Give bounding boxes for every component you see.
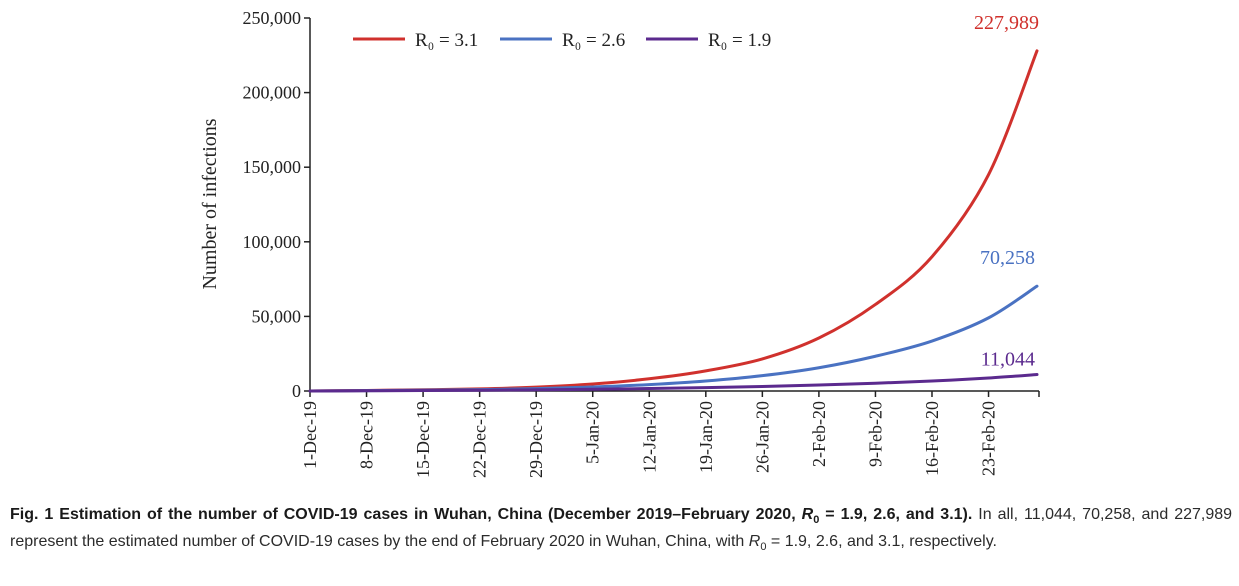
- caption-title-r: R: [801, 506, 814, 523]
- x-axis: 1-Dec-19 8-Dec-19 15-Dec-19 22-Dec-19 29-Dec…: [300, 390, 1040, 478]
- caption-title-sub: 0: [813, 514, 820, 527]
- caption-body-1: In all, 11,044, 70,258, and 227,989 repr…: [10, 506, 1233, 551]
- y-tick-label: 150,000: [243, 157, 302, 177]
- legend: R₀ = 3.1 R₀ = 2.6 R₀ = 1.9: [353, 30, 771, 51]
- y-tick-label: 250,000: [243, 8, 302, 28]
- y-axis: 0 50,000 100,000 150,000 200,000 250,000: [243, 8, 311, 401]
- series-end-label: 11,044: [981, 349, 1035, 371]
- x-tick-label: 29-Dec-19: [526, 401, 546, 478]
- x-tick-label: 19-Jan-20: [696, 401, 716, 473]
- caption-body-r: R: [748, 533, 761, 551]
- y-axis-label: Number of infections: [199, 118, 221, 289]
- series-line: [308, 373, 1039, 393]
- x-tick-label: 1-Dec-19: [300, 401, 320, 469]
- y-tick-label: 0: [292, 381, 301, 401]
- series-end-label: 70,258: [980, 247, 1035, 269]
- y-tick-label: 50,000: [252, 306, 302, 326]
- x-tick-label: 8-Dec-19: [357, 401, 377, 469]
- x-tick-label: 5-Jan-20: [583, 401, 603, 464]
- series-end-label: 227,989: [974, 12, 1039, 34]
- x-tick-label: 2-Feb-20: [809, 401, 829, 467]
- caption-body-2: = 1.9, 2.6, and 3.1, respectively.: [766, 533, 997, 551]
- x-tick-label: 26-Jan-20: [752, 401, 772, 473]
- x-tick-label: 23-Feb-20: [979, 401, 999, 476]
- legend-label: R₀ = 2.6: [562, 30, 625, 51]
- legend-label: R₀ = 1.9: [708, 30, 771, 51]
- infections-line-chart: 0 50,000 100,000 150,000 200,000 250,000 1-De…: [199, 8, 1040, 478]
- x-tick-label: 22-Dec-19: [470, 401, 490, 478]
- y-tick-label: 100,000: [243, 232, 302, 252]
- x-tick-label: 12-Jan-20: [639, 401, 659, 473]
- series-lines: [308, 49, 1039, 393]
- x-tick-label: 16-Feb-20: [922, 401, 942, 476]
- figure-caption: Fig. 1 Estimation of the number of COVID…: [10, 504, 1232, 558]
- series-line: [308, 49, 1039, 393]
- y-tick-label: 200,000: [243, 83, 302, 103]
- end-labels: 227,989 70,258 11,044: [974, 12, 1039, 371]
- caption-title: Fig. 1 Estimation of the number of COVID…: [10, 506, 973, 527]
- caption-title-suffix: = 1.9, 2.6, and 3.1).: [819, 506, 973, 523]
- x-tick-label: 9-Feb-20: [865, 401, 885, 467]
- caption-title-prefix: Fig. 1 Estimation of the number of COVID…: [10, 506, 802, 523]
- x-tick-label: 15-Dec-19: [413, 401, 433, 478]
- caption-body-sub: 0: [760, 541, 767, 554]
- legend-label: R₀ = 3.1: [415, 30, 478, 51]
